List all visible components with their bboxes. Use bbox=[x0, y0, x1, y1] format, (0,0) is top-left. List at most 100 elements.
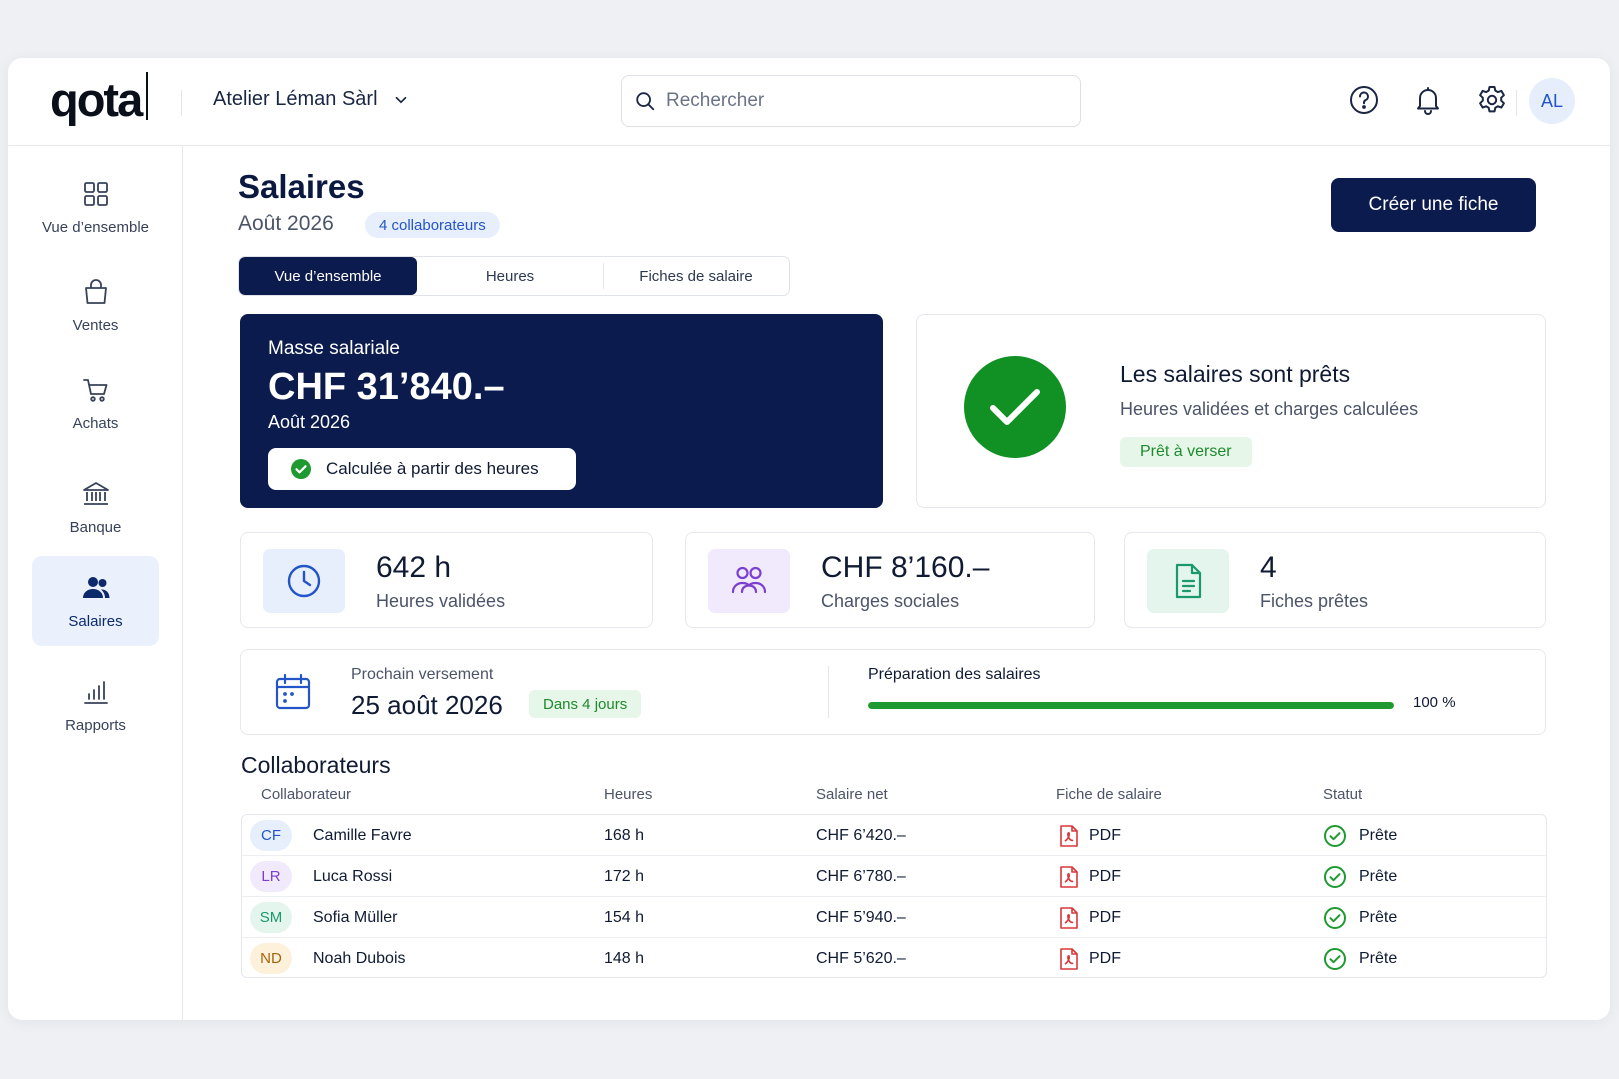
employee-name[interactable]: Luca Rossi bbox=[313, 867, 393, 885]
main-content: Salaires Août 2026 4 collaborateurs Crée… bbox=[183, 146, 1610, 1020]
column-header-hours[interactable]: Heures bbox=[604, 786, 653, 803]
app-window: qota Atelier Léman Sàrl AL Vue d’ensembl… bbox=[8, 58, 1610, 1020]
stat-icon-box bbox=[708, 549, 790, 613]
bell-icon[interactable] bbox=[1412, 84, 1444, 116]
sidebar-item-achats[interactable]: Achats bbox=[32, 356, 159, 450]
stat-card-hours: 642 h Heures validées bbox=[240, 532, 653, 628]
pdf-file-icon bbox=[1060, 824, 1078, 847]
employees-section-title: Collaborateurs bbox=[241, 752, 391, 778]
sidebar-item-ventes[interactable]: Ventes bbox=[32, 258, 159, 352]
payroll-ready-card: Les salaires sont prêts Heures validées … bbox=[916, 314, 1546, 508]
payslip-pdf-link[interactable]: PDF bbox=[1059, 815, 1121, 856]
clock-icon bbox=[287, 564, 321, 598]
check-circle-outline-icon bbox=[1324, 865, 1346, 888]
check-circle-outline-icon bbox=[1324, 906, 1346, 929]
employee-hours: 172 h bbox=[604, 867, 645, 885]
employee-name[interactable]: Noah Dubois bbox=[313, 949, 406, 967]
qota-logo[interactable]: qota bbox=[50, 73, 143, 126]
status-text: Prête bbox=[1359, 867, 1398, 885]
payslip-pdf-label: PDF bbox=[1089, 826, 1121, 844]
users-icon bbox=[82, 576, 109, 598]
employee-initials: SM bbox=[250, 902, 292, 933]
search-input[interactable] bbox=[666, 90, 1046, 112]
status-text: Prête bbox=[1359, 908, 1398, 926]
tab-overview[interactable]: Vue d’ensemble bbox=[239, 257, 417, 295]
calculation-source-pill: Calculée à partir des heures bbox=[268, 448, 576, 490]
ready-status-badge: Prêt à verser bbox=[1120, 437, 1252, 467]
sidebar-item-label: Banque bbox=[69, 518, 122, 536]
stat-value: 4 bbox=[1260, 551, 1277, 584]
employee-hours: 168 h bbox=[604, 826, 645, 844]
tab-bar: Vue d’ensemble Heures Fiches de salaire bbox=[238, 256, 790, 296]
status-text: Prête bbox=[1359, 949, 1398, 967]
payslip-pdf-link[interactable]: PDF bbox=[1059, 856, 1121, 897]
gear-icon[interactable] bbox=[1476, 84, 1508, 116]
sidebar-item-label: Achats bbox=[72, 414, 119, 432]
column-header-employee[interactable]: Collaborateur bbox=[261, 786, 352, 803]
sidebar-item-banque[interactable]: Banque bbox=[32, 460, 159, 554]
sidebar-item-overview[interactable]: Vue d’ensemble bbox=[32, 160, 159, 254]
bank-icon bbox=[82, 481, 109, 505]
search-box[interactable] bbox=[621, 75, 1081, 127]
sidebar-item-label: Salaires bbox=[68, 612, 123, 630]
stat-label: Heures validées bbox=[376, 591, 506, 611]
table-row[interactable]: LR Luca Rossi 172 h CHF 6’780.– PDF Prêt… bbox=[242, 856, 1546, 897]
employee-net-salary: CHF 5’620.– bbox=[816, 949, 906, 967]
shopping-bag-icon bbox=[84, 278, 107, 304]
employee-name[interactable]: Camille Favre bbox=[313, 826, 412, 844]
document-icon bbox=[1175, 563, 1202, 599]
chevron-down-icon bbox=[395, 96, 406, 103]
top-header: qota Atelier Léman Sàrl AL bbox=[8, 58, 1610, 146]
stat-icon-box bbox=[263, 549, 345, 613]
sidebar-item-rapports[interactable]: Rapports bbox=[32, 658, 159, 752]
company-name: Atelier Léman Sàrl bbox=[213, 88, 378, 110]
sidebar-item-label: Rapports bbox=[65, 716, 126, 734]
help-icon[interactable] bbox=[1348, 84, 1380, 116]
table-row[interactable]: SM Sofia Müller 154 h CHF 5’940.– PDF Pr… bbox=[242, 897, 1546, 938]
progress-bar bbox=[868, 702, 1394, 709]
employee-initials: LR bbox=[250, 861, 292, 892]
sidebar-item-label: Vue d’ensemble bbox=[41, 218, 149, 236]
company-selector[interactable]: Atelier Léman Sàrl bbox=[213, 88, 410, 111]
days-remaining-badge: Dans 4 jours bbox=[529, 690, 642, 718]
create-payslip-button[interactable]: Créer une fiche bbox=[1331, 178, 1536, 232]
employee-status: Prête bbox=[1323, 815, 1397, 856]
people-icon bbox=[731, 566, 767, 594]
tab-payslips[interactable]: Fiches de salaire bbox=[639, 267, 753, 285]
employee-count-badge: 4 collaborateurs bbox=[365, 212, 500, 238]
success-check-icon bbox=[964, 356, 1066, 458]
table-row[interactable]: ND Noah Dubois 148 h CHF 5’620.– PDF Prê… bbox=[242, 938, 1546, 979]
employee-name[interactable]: Sofia Müller bbox=[313, 908, 398, 926]
table-row[interactable]: CF Camille Favre 168 h CHF 6’420.– PDF P… bbox=[242, 815, 1546, 856]
tab-hours[interactable]: Heures bbox=[485, 267, 535, 285]
next-payment-label: Prochain versement bbox=[351, 666, 494, 683]
check-circle-outline-icon bbox=[1324, 824, 1346, 847]
employee-initials: ND bbox=[250, 943, 292, 974]
payslip-pdf-label: PDF bbox=[1089, 867, 1121, 885]
sidebar-item-salaires[interactable]: Salaires bbox=[32, 556, 159, 646]
column-header-status[interactable]: Statut bbox=[1323, 786, 1363, 803]
payslip-pdf-link[interactable]: PDF bbox=[1059, 897, 1121, 938]
next-payment-date: 25 août 2026 bbox=[351, 690, 503, 720]
user-avatar[interactable]: AL bbox=[1529, 78, 1575, 124]
payroll-label: Masse salariale bbox=[268, 338, 400, 359]
employee-status: Prête bbox=[1323, 856, 1397, 897]
pdf-file-icon bbox=[1060, 865, 1078, 888]
column-header-payslip[interactable]: Fiche de salaire bbox=[1056, 786, 1162, 803]
payroll-amount: CHF 31’840.– bbox=[268, 366, 505, 408]
page-title: Salaires bbox=[238, 168, 365, 205]
employee-net-salary: CHF 5’940.– bbox=[816, 908, 906, 926]
calendar-icon bbox=[275, 673, 311, 710]
payslip-pdf-label: PDF bbox=[1089, 908, 1121, 926]
column-header-net-salary[interactable]: Salaire net bbox=[816, 786, 888, 803]
period-label: Août 2026 bbox=[238, 212, 334, 235]
progress-bar-fill bbox=[868, 702, 1394, 709]
employee-hours: 148 h bbox=[604, 949, 645, 967]
stat-value: 642 h bbox=[376, 551, 452, 584]
payslip-pdf-link[interactable]: PDF bbox=[1059, 938, 1121, 979]
check-circle-icon bbox=[291, 459, 311, 479]
header-divider bbox=[181, 90, 182, 116]
employee-net-salary: CHF 6’420.– bbox=[816, 826, 906, 844]
stat-value: CHF 8’160.– bbox=[821, 551, 990, 584]
payslip-pdf-label: PDF bbox=[1089, 949, 1121, 967]
